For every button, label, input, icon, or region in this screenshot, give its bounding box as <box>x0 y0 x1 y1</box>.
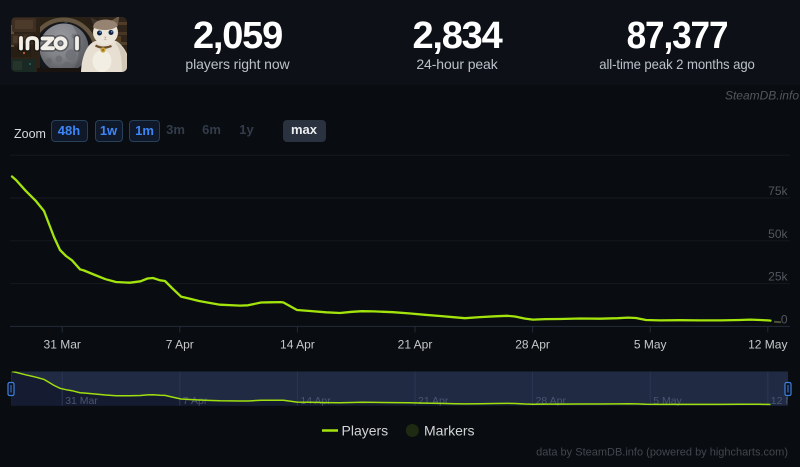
svg-text:data by SteamDB.info (powered: data by SteamDB.info (powered by highcha… <box>536 447 788 459</box>
svg-text:50k: 50k <box>768 227 788 241</box>
svg-text:Markers: Markers <box>424 423 475 439</box>
svg-text:7 Apr: 7 Apr <box>183 395 208 407</box>
svg-text:28 Apr: 28 Apr <box>515 338 550 352</box>
svg-text:12 May: 12 May <box>748 338 787 352</box>
svg-text:0: 0 <box>781 312 788 326</box>
svg-text:5 May: 5 May <box>634 338 667 352</box>
svg-text:14 Apr: 14 Apr <box>300 395 331 407</box>
svg-text:31 Mar: 31 Mar <box>44 338 81 352</box>
svg-text:21 Apr: 21 Apr <box>418 395 449 407</box>
svg-text:14 Apr: 14 Apr <box>280 338 315 352</box>
svg-text:25k: 25k <box>768 270 788 284</box>
svg-text:7 Apr: 7 Apr <box>166 338 194 352</box>
svg-text:SteamDB.info: SteamDB.info <box>725 89 799 103</box>
svg-text:31 Mar: 31 Mar <box>65 395 98 407</box>
svg-text:5 May: 5 May <box>653 395 682 407</box>
svg-text:12 May: 12 May <box>771 395 800 407</box>
svg-text:Players: Players <box>342 423 389 439</box>
svg-text:21 Apr: 21 Apr <box>398 338 433 352</box>
svg-text:75k: 75k <box>768 184 788 198</box>
svg-text:28 Apr: 28 Apr <box>536 395 567 407</box>
